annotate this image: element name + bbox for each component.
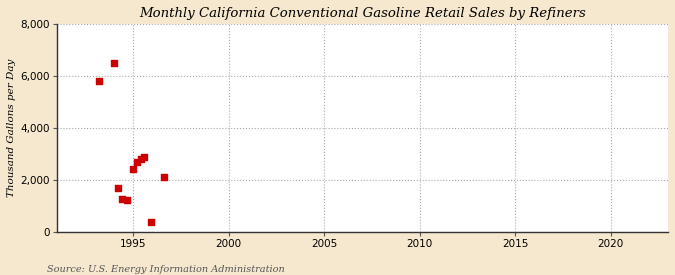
- Y-axis label: Thousand Gallons per Day: Thousand Gallons per Day: [7, 59, 16, 197]
- Text: Source: U.S. Energy Information Administration: Source: U.S. Energy Information Administ…: [47, 265, 285, 274]
- Point: [122, 198, 133, 202]
- Point: [132, 160, 142, 164]
- Point: [112, 185, 123, 190]
- Point: [117, 197, 128, 201]
- Point: [158, 175, 169, 180]
- Point: [139, 155, 150, 159]
- Point: [128, 167, 138, 172]
- Point: [135, 156, 146, 161]
- Point: [146, 219, 157, 224]
- Point: [93, 78, 104, 83]
- Point: [109, 61, 119, 65]
- Title: Monthly California Conventional Gasoline Retail Sales by Refiners: Monthly California Conventional Gasoline…: [139, 7, 586, 20]
